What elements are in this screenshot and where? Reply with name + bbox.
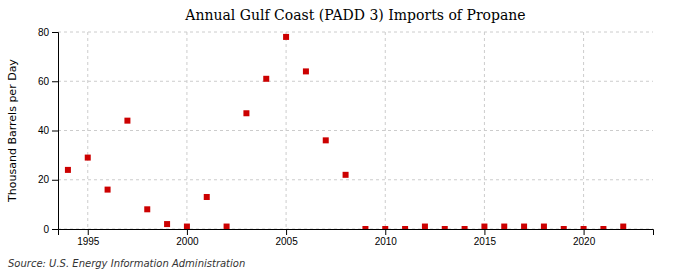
- point: [263, 76, 269, 82]
- point: [541, 224, 547, 229]
- point: [382, 226, 388, 229]
- x-tick: 2005: [275, 229, 298, 247]
- point: [144, 206, 150, 212]
- x-tick-label: 2000: [176, 236, 199, 247]
- x-tick-label: 2015: [474, 236, 497, 247]
- grid-line-x: [583, 32, 584, 229]
- x-tick: 2015: [474, 229, 497, 247]
- y-tick-label: 20: [38, 174, 50, 185]
- x-tick-mark: [484, 229, 485, 235]
- point: [422, 224, 428, 229]
- x-tick-mark: [286, 229, 287, 235]
- title: Annual Gulf Coast (PADD 3) Imports of Pr…: [184, 7, 525, 23]
- source: Source: U.S. Energy Information Administ…: [8, 258, 245, 269]
- point: [600, 226, 606, 229]
- point: [164, 221, 170, 227]
- point: [224, 224, 230, 229]
- point: [65, 167, 71, 173]
- y-tick-mark: [52, 81, 58, 82]
- point: [462, 226, 468, 229]
- point: [620, 224, 626, 229]
- point: [323, 137, 329, 143]
- y-tick-mark: [52, 32, 58, 33]
- y-tick-mark: [52, 180, 58, 181]
- y-axis-line: [52, 33, 59, 230]
- y-tick-label: 0: [43, 224, 49, 235]
- point: [581, 226, 587, 229]
- point: [521, 224, 527, 229]
- x-tick: 1995: [77, 229, 100, 247]
- point: [501, 224, 507, 229]
- chart: 1995 2000 2005 2010 2015 2020 0 20 40 60 80 Annual …: [0, 0, 675, 275]
- y-tick: 0: [43, 224, 58, 235]
- x-tick-label: 1995: [77, 236, 100, 247]
- point: [283, 34, 289, 40]
- y-tick: 60: [38, 76, 58, 87]
- grid-line-y: [58, 32, 653, 33]
- points: [65, 34, 626, 229]
- point: [105, 187, 111, 193]
- grid-line-y: [58, 179, 653, 180]
- x-tick: 2000: [176, 229, 199, 247]
- x-tick: 2010: [375, 229, 398, 247]
- point: [402, 226, 408, 229]
- point: [204, 194, 210, 200]
- point: [343, 172, 349, 178]
- y-tick-label: 60: [38, 76, 50, 87]
- plot-area: 1995 2000 2005 2010 2015 2020 0 20 40 60 80: [38, 27, 654, 247]
- x-tick-label: 2010: [375, 236, 398, 247]
- point: [561, 226, 567, 229]
- y-tick: 20: [38, 174, 58, 185]
- point: [442, 226, 448, 229]
- y-tick-mark: [52, 229, 58, 230]
- x-tick-mark: [88, 229, 89, 235]
- point: [243, 110, 249, 116]
- y-tick: 80: [38, 27, 58, 38]
- point: [85, 155, 91, 161]
- y-axis: 0 20 40 60 80: [38, 27, 59, 235]
- x-axis-line: [59, 230, 654, 236]
- x-tick-label: 2020: [573, 236, 596, 247]
- point: [303, 68, 309, 74]
- y-tick-label: 80: [38, 27, 50, 38]
- point: [124, 118, 130, 124]
- y-axis-title: Thousand Barrels per Day: [6, 59, 19, 203]
- x-tick-label: 2005: [275, 236, 298, 247]
- point: [481, 224, 487, 229]
- x-axis: 1995 2000 2005 2010 2015 2020: [59, 229, 654, 247]
- y-tick-mark: [52, 131, 58, 132]
- grid-line-y: [58, 81, 653, 82]
- x-tick-mark: [385, 229, 386, 235]
- grid: [58, 32, 653, 229]
- x-tick-mark: [584, 229, 585, 235]
- y-tick: 40: [38, 125, 58, 136]
- point: [184, 224, 190, 229]
- grid-line-y: [58, 130, 653, 131]
- point: [362, 226, 368, 229]
- x-tick-mark: [187, 229, 188, 235]
- y-tick-label: 40: [38, 125, 50, 136]
- x-tick: 2020: [573, 229, 596, 247]
